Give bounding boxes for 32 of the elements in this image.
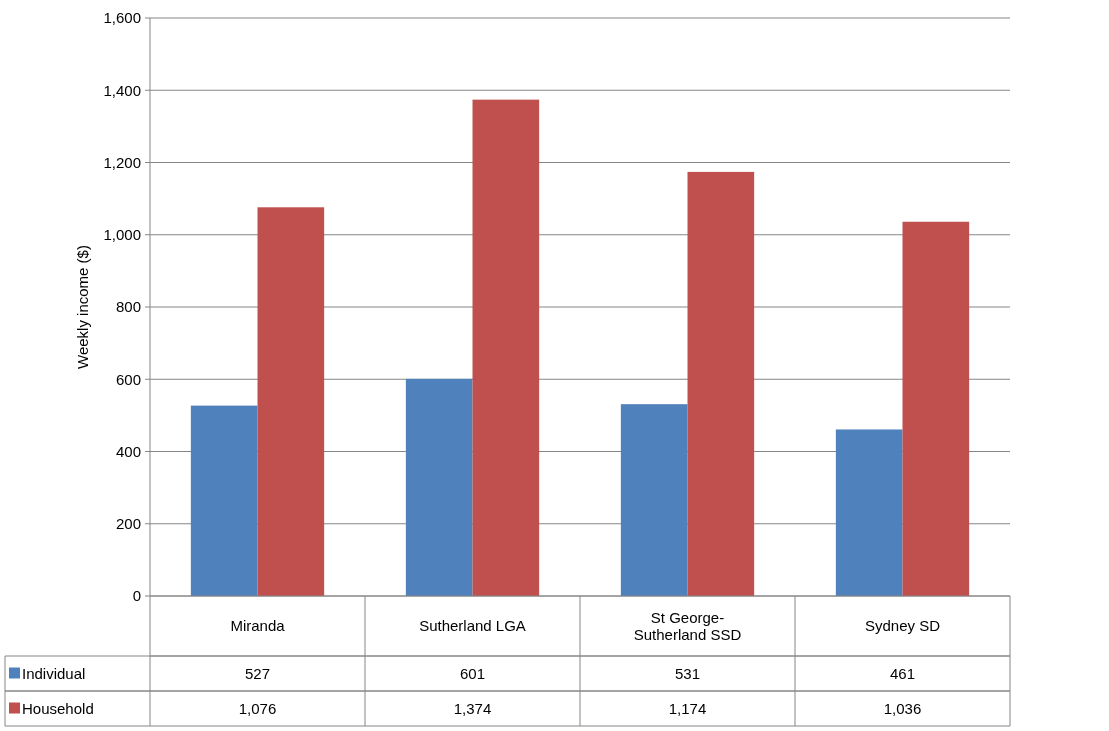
x-tick-label: St George-Sutherland SSD xyxy=(633,608,742,643)
y-tick-label: 1,200 xyxy=(103,153,141,171)
legend-label: Household xyxy=(22,699,94,717)
bar xyxy=(620,404,688,596)
data-label: 1,174 xyxy=(668,699,707,717)
legend-label: Individual xyxy=(22,664,86,682)
x-tick-label: Sutherland LGA xyxy=(419,617,526,635)
bar xyxy=(835,429,903,596)
bar xyxy=(257,207,325,596)
x-tick-label: Miranda xyxy=(230,617,286,635)
data-label: 1,036 xyxy=(883,699,922,717)
data-label: 601 xyxy=(459,664,486,682)
y-tick-label: 1,600 xyxy=(103,9,141,27)
y-tick-label: 600 xyxy=(115,370,141,388)
y-tick-label: 1,400 xyxy=(103,81,141,99)
data-label: 527 xyxy=(244,664,271,682)
bar xyxy=(687,171,755,596)
bar xyxy=(472,99,540,596)
bar xyxy=(405,378,473,596)
bar xyxy=(902,221,970,596)
y-axis-title: Weekly income ($) xyxy=(74,245,91,369)
y-tick-label: 1,000 xyxy=(103,226,141,243)
data-label: 531 xyxy=(674,664,701,682)
y-tick-label: 400 xyxy=(115,442,141,460)
y-tick-label: 0 xyxy=(132,587,141,605)
y-tick-label: 200 xyxy=(115,515,141,532)
bar xyxy=(190,405,258,596)
x-tick-label: Sydney SD xyxy=(864,617,941,635)
data-label: 1,076 xyxy=(238,699,277,717)
data-label: 461 xyxy=(889,664,916,682)
y-tick-label: 800 xyxy=(115,298,141,316)
data-label: 1,374 xyxy=(453,699,492,717)
